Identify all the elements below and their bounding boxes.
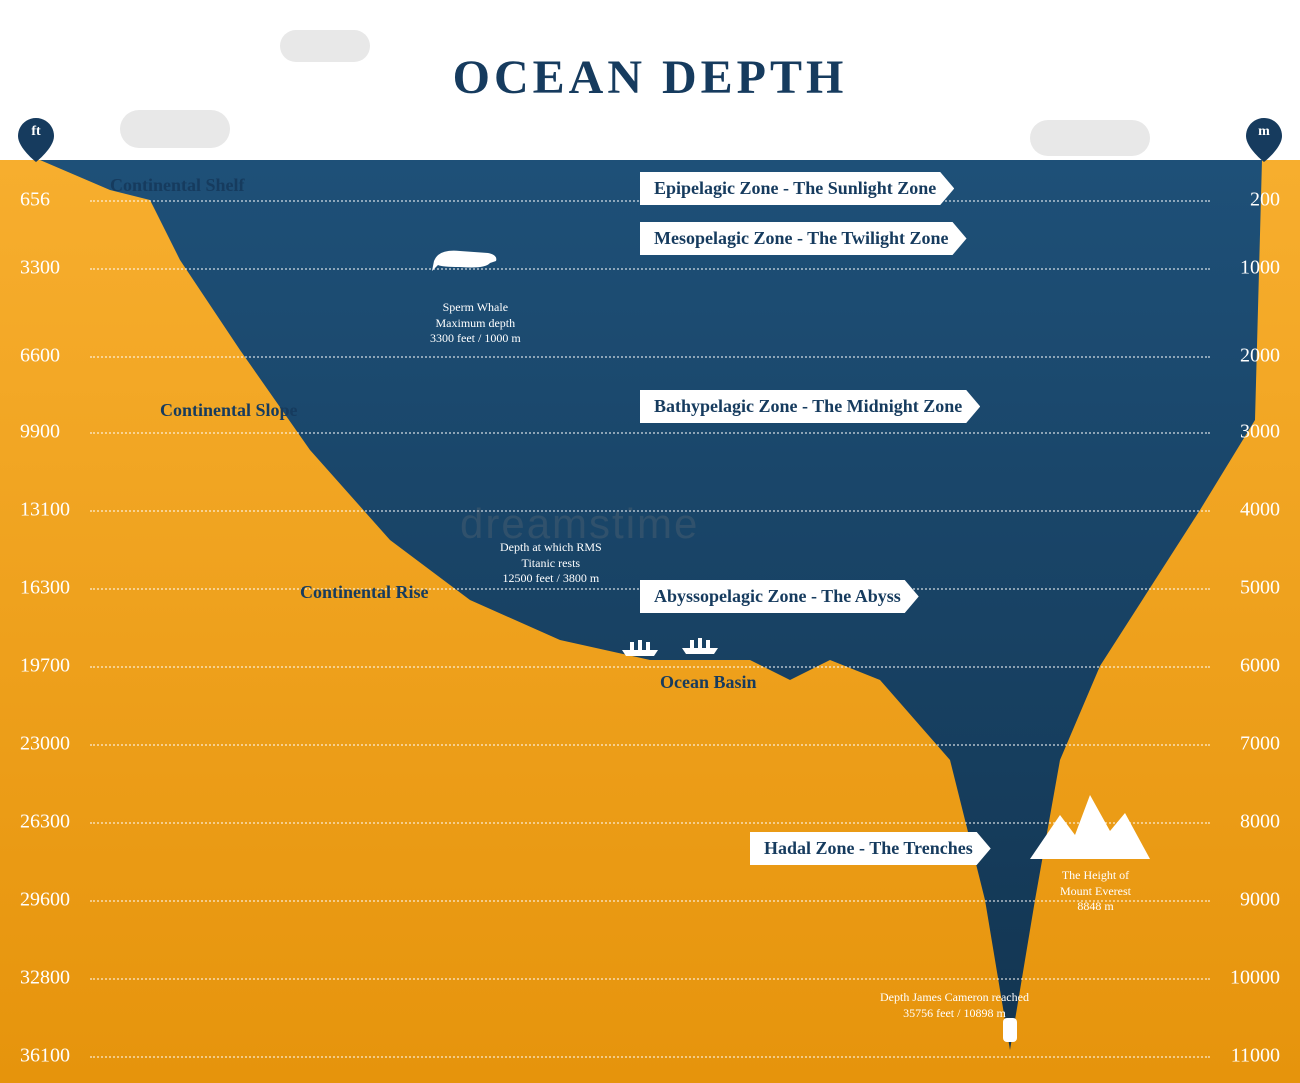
depth-m: 7000 [1240,733,1280,756]
unit-marker-ft: ft [18,118,54,162]
depth-ft: 656 [20,189,50,212]
depth-ft: 13100 [20,499,70,522]
depth-ft: 3300 [20,257,60,280]
gridline [90,1056,1210,1058]
gridline [90,268,1210,270]
gridline [90,666,1210,668]
infographic-canvas: OCEAN DEPTH ft m 65620033001000660020009… [0,0,1300,1083]
depth-ft: 19700 [20,655,70,678]
zone-label: Epipelagic Zone - The Sunlight Zone [640,172,954,205]
depth-m: 2000 [1240,345,1280,368]
depth-ft: 6600 [20,345,60,368]
zone-label: Mesopelagic Zone - The Twilight Zone [640,222,967,255]
unit-marker-m: m [1246,118,1282,162]
annotation-text: Sperm WhaleMaximum depth3300 feet / 1000… [430,300,521,347]
feature-label: Ocean Basin [660,672,757,693]
depth-m: 9000 [1240,889,1280,912]
zone-label: Bathypelagic Zone - The Midnight Zone [640,390,980,423]
zone-label: Hadal Zone - The Trenches [750,832,991,865]
ship-icon [620,640,660,656]
submarine-icon [1003,1018,1017,1042]
depth-m: 3000 [1240,421,1280,444]
whale-icon [430,245,500,273]
depth-m: 10000 [1230,967,1280,990]
depth-ft: 9900 [20,421,60,444]
feature-label: Continental Slope [160,400,298,421]
depth-m: 200 [1250,189,1280,212]
depth-m: 5000 [1240,577,1280,600]
feature-label: Continental Rise [300,582,429,603]
depth-ft: 32800 [20,967,70,990]
depth-ft: 16300 [20,577,70,600]
gridline [90,510,1210,512]
annotation-text: Depth James Cameron reached35756 feet / … [880,990,1029,1021]
gridline [90,744,1210,746]
feature-label: Continental Shelf [110,175,245,196]
depth-m: 6000 [1240,655,1280,678]
ship-icon [680,638,720,654]
gridline [90,900,1210,902]
gridline [90,356,1210,358]
annotation-text: The Height ofMount Everest8848 m [1060,868,1131,915]
ocean-cross-section [0,0,1300,1083]
zone-label: Abyssopelagic Zone - The Abyss [640,580,919,613]
depth-m: 8000 [1240,811,1280,834]
depth-m: 4000 [1240,499,1280,522]
mountain-icon [1030,795,1150,859]
depth-ft: 23000 [20,733,70,756]
unit-label-m: m [1258,124,1270,140]
depth-m: 1000 [1240,257,1280,280]
gridline [90,978,1210,980]
depth-ft: 29600 [20,889,70,912]
depth-ft: 26300 [20,811,70,834]
depth-m: 11000 [1231,1045,1280,1068]
gridline [90,432,1210,434]
depth-ft: 36100 [20,1045,70,1068]
unit-label-ft: ft [31,124,40,140]
annotation-text: Depth at which RMSTitanic rests12500 fee… [500,540,602,587]
